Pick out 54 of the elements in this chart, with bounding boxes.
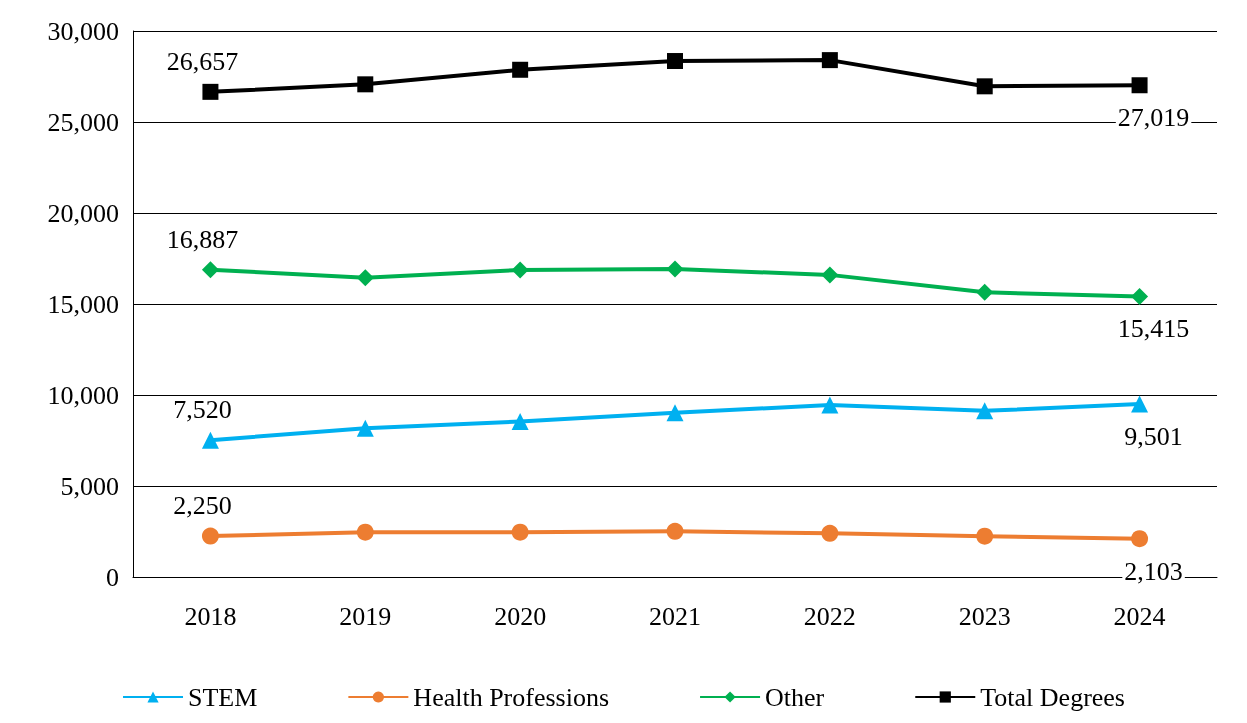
x-tick-label: 2024 — [1113, 601, 1166, 631]
legend-label: Health Professions — [413, 682, 610, 712]
point — [357, 76, 374, 93]
point — [976, 527, 994, 545]
point — [356, 523, 374, 541]
point — [667, 53, 683, 70]
data-label: 9,501 — [1124, 422, 1183, 452]
point — [356, 269, 374, 287]
legend-label: STEM — [188, 682, 258, 712]
point — [821, 266, 839, 284]
point — [201, 527, 219, 545]
point — [821, 396, 839, 414]
point — [201, 261, 219, 279]
point — [1131, 287, 1149, 305]
y-tick-label: 25,000 — [47, 107, 119, 137]
point — [1131, 530, 1149, 548]
x-tick-label: 2019 — [339, 601, 392, 631]
point — [511, 523, 529, 541]
point — [821, 524, 839, 542]
point — [666, 522, 684, 540]
y-tick-label: 20,000 — [47, 198, 119, 228]
point — [356, 419, 374, 437]
data-label: 2,103 — [1124, 556, 1183, 586]
x-tick-label: 2020 — [494, 601, 547, 631]
point — [1131, 395, 1149, 413]
y-tick-label: 15,000 — [47, 289, 119, 319]
point — [976, 78, 993, 95]
x-tick-label: 2021 — [649, 601, 701, 631]
x-tick-label: 2023 — [958, 601, 1011, 631]
point — [202, 83, 219, 100]
point — [201, 431, 219, 449]
y-tick-label: 5,000 — [60, 471, 119, 501]
y-tick-label: 10,000 — [47, 380, 119, 410]
point — [512, 61, 529, 78]
point — [1131, 77, 1148, 94]
y-tick-label: 0 — [106, 562, 119, 592]
point — [666, 260, 684, 278]
point — [511, 413, 529, 431]
x-tick-label: 2018 — [184, 601, 237, 631]
y-tick-label: 30,000 — [47, 16, 119, 46]
data-label: 27,019 — [1117, 102, 1190, 132]
data-label: 7,520 — [173, 395, 232, 425]
x-tick-label: 2022 — [803, 601, 856, 631]
data-label: 26,657 — [166, 47, 239, 77]
point — [976, 283, 994, 301]
point — [821, 52, 838, 69]
point — [976, 402, 994, 420]
data-label: 15,415 — [1117, 314, 1190, 344]
data-label: 16,887 — [166, 224, 239, 254]
data-label: 2,250 — [173, 491, 232, 521]
point — [666, 404, 684, 422]
legend-label: Total Degrees — [980, 682, 1125, 712]
legend-label: Other — [765, 682, 825, 712]
point — [511, 261, 529, 279]
